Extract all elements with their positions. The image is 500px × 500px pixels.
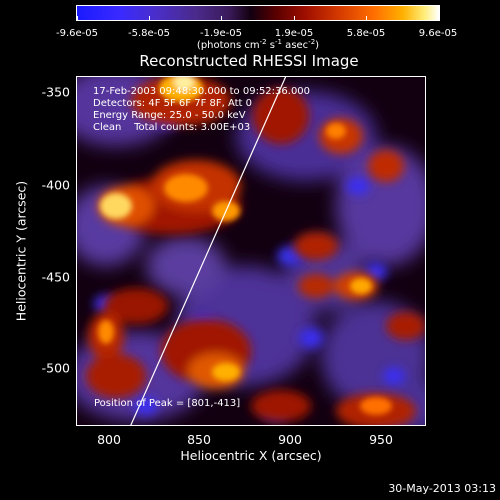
colorbar-tick bbox=[366, 16, 367, 21]
generation-date: 30-May-2013 03:13 bbox=[388, 482, 496, 495]
x-tick-label: 950 bbox=[369, 432, 393, 447]
colorbar-tick bbox=[294, 16, 295, 21]
colorbar-tick-label: -1.9e-05 bbox=[200, 28, 242, 39]
x-tick-label: 800 bbox=[97, 432, 121, 447]
colorbar-gradient bbox=[76, 5, 440, 21]
y-tick-label: -450 bbox=[41, 269, 70, 285]
observation-time: 17-Feb-2003 09:48:30.000 to 09:52:36.000 bbox=[93, 86, 311, 97]
y-tick-label: -500 bbox=[41, 360, 70, 376]
colorbar-tick-label: 1.9e-05 bbox=[274, 28, 314, 39]
rhessi-image-map bbox=[76, 76, 426, 426]
y-axis-label: Heliocentric Y (arcsec) bbox=[13, 180, 29, 322]
plot-title: Reconstructed RHESSI Image bbox=[139, 52, 359, 70]
colorbar-tick-label: 9.6e-05 bbox=[418, 28, 458, 39]
colorbar-tick bbox=[149, 16, 150, 21]
colorbar-tick bbox=[77, 16, 78, 21]
clean-total-counts: Clean Total counts: 3.00E+03 bbox=[93, 122, 251, 133]
x-tick-label: 900 bbox=[278, 432, 302, 447]
colorbar-units: (photons cm-2 s-1 asec-2) bbox=[196, 38, 320, 51]
y-tick-label: -400 bbox=[41, 177, 70, 193]
colorbar-tick-label: -9.6e-05 bbox=[56, 28, 98, 39]
colorbar-tick-label: -5.8e-05 bbox=[128, 28, 170, 39]
colorbar bbox=[76, 5, 440, 21]
colorbar-tick bbox=[438, 16, 439, 21]
y-tick-label: -350 bbox=[41, 84, 70, 100]
x-axis-label: Heliocentric X (arcsec) bbox=[180, 448, 322, 463]
colorbar-tick-label: 5.8e-05 bbox=[346, 28, 386, 39]
solar-image-plot bbox=[76, 76, 426, 426]
peak-position: Position of Peak = [801,-413] bbox=[94, 398, 241, 409]
energy-range: Energy Range: 25.0 - 50.0 keV bbox=[93, 110, 246, 121]
solar-limb-line bbox=[129, 76, 287, 426]
detector-info: Detectors: 4F 5F 6F 7F 8F, Att 0 bbox=[93, 98, 253, 109]
colorbar-tick bbox=[221, 16, 222, 21]
x-tick-label: 850 bbox=[187, 432, 211, 447]
